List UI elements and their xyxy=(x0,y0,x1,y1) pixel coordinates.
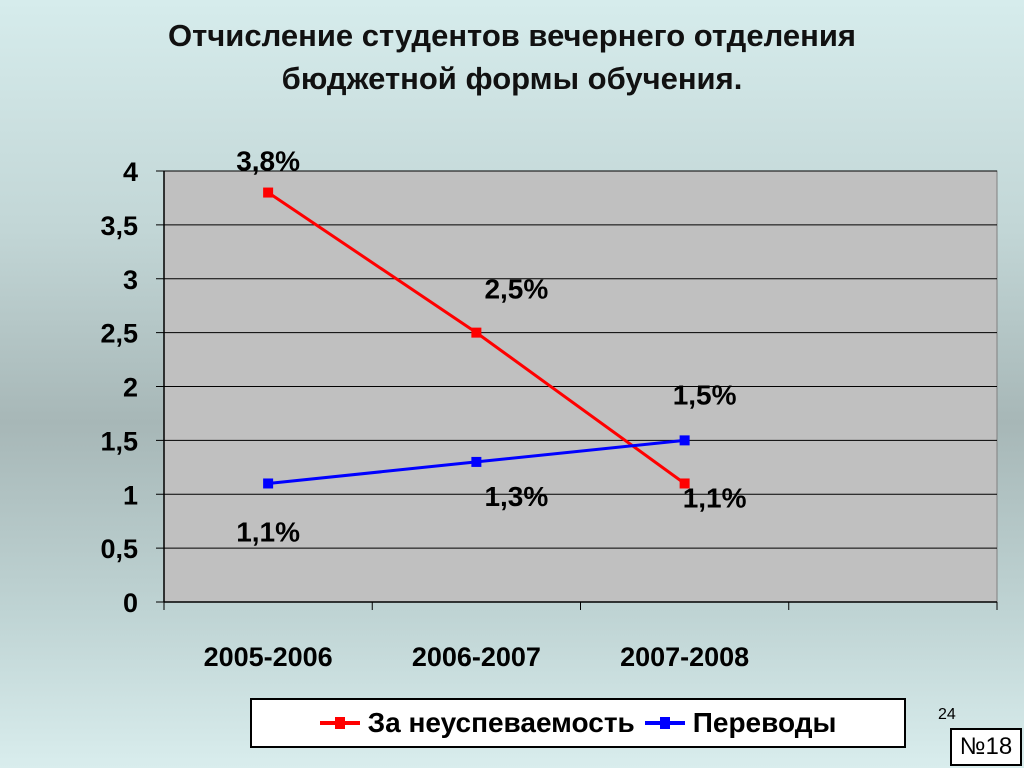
legend-item-series-1: Переводы xyxy=(644,707,837,739)
y-tick-label-5: 2,5 xyxy=(100,319,138,349)
series-1-label-1: 1,3% xyxy=(484,481,548,512)
series-0-point-2 xyxy=(679,478,690,489)
series-1-point-1 xyxy=(471,456,482,467)
legend-swatch-series-0 xyxy=(319,717,360,729)
page-number: 24 xyxy=(938,706,956,723)
series-1-label-2: 1,5% xyxy=(673,379,737,410)
slide-number: №18 xyxy=(950,728,1022,766)
legend-label-series-0: За неуспеваемость xyxy=(367,707,635,738)
y-tick-label-4: 2 xyxy=(123,373,138,403)
y-tick-label-0: 0 xyxy=(123,588,138,618)
legend-swatch-series-1 xyxy=(644,717,685,729)
y-tick-label-7: 3,5 xyxy=(100,211,138,241)
y-tick-label-8: 4 xyxy=(123,157,138,187)
series-0-point-1 xyxy=(471,327,482,338)
series-1-point-0 xyxy=(263,478,274,489)
line-chart: 0 0,5 1 1,5 2 2,5 3 3,5 4 2005-2006 2006-2007 2007-… xyxy=(100,146,998,672)
chart-title-line2: бюджетной формы обучения. xyxy=(281,61,743,96)
y-tick-label-3: 1,5 xyxy=(100,426,138,456)
series-1-point-2 xyxy=(679,435,690,446)
x-tick-label-2: 2007-2008 xyxy=(620,642,749,672)
y-tick-label-6: 3 xyxy=(123,265,138,295)
y-tick-label-1: 0,5 xyxy=(100,534,138,564)
series-0-label-0: 3,8% xyxy=(236,146,300,177)
legend-item-series-0: За неуспеваемость xyxy=(319,707,635,739)
chart-title-line1: Отчисление студентов вечернего отделения xyxy=(168,18,856,53)
y-tick-label-2: 1 xyxy=(123,480,138,510)
legend-label-series-1: Переводы xyxy=(692,707,837,738)
x-tick-label-0: 2005-2006 xyxy=(204,642,333,672)
series-0-label-2: 1,1% xyxy=(683,482,747,513)
x-tick-label-1: 2006-2007 xyxy=(412,642,541,672)
chart-title: Отчисление студентов вечернего отделения… xyxy=(0,14,1024,100)
series-0-point-0 xyxy=(263,187,274,198)
series-1-label-0: 1,1% xyxy=(236,516,300,547)
chart-legend: За неуспеваемость Переводы xyxy=(250,698,906,748)
series-0-label-1: 2,5% xyxy=(484,274,548,305)
